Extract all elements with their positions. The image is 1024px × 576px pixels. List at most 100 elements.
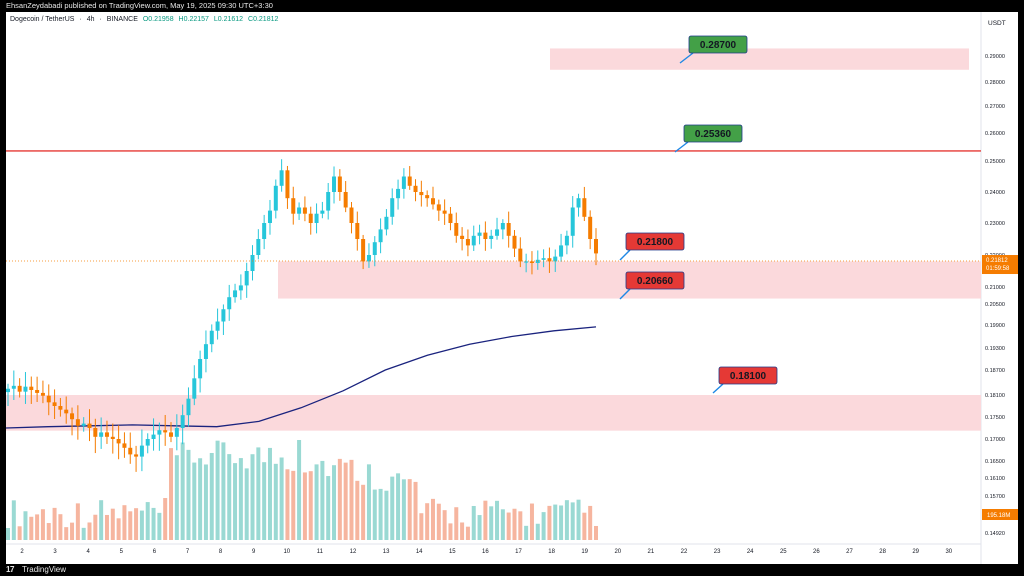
candle-body xyxy=(227,297,232,310)
volume-bar xyxy=(11,500,16,540)
price-tick-label: 0.17000 xyxy=(985,437,1005,443)
current-price-badge xyxy=(982,255,1018,275)
candle-body xyxy=(297,207,302,214)
candle-body xyxy=(87,423,92,428)
time-tick-label: 28 xyxy=(879,549,886,555)
publish-header: EhsanZeydabadi published on TradingView.… xyxy=(0,0,1024,12)
time-tick-label: 16 xyxy=(482,549,489,555)
volume-bar xyxy=(407,479,412,540)
candle-body xyxy=(233,290,238,298)
volume-bar xyxy=(471,505,476,540)
time-tick-label: 6 xyxy=(153,549,157,555)
volume-badge xyxy=(982,509,1018,520)
price-tick-label: 0.18700 xyxy=(985,368,1005,374)
volume-bar xyxy=(495,500,500,540)
candle-body xyxy=(267,210,272,223)
volume-bar xyxy=(361,484,366,540)
volume-bar xyxy=(46,523,51,540)
volume-bar xyxy=(151,507,156,540)
candle-body xyxy=(52,402,57,406)
volume-bar xyxy=(221,442,226,540)
label-0-18100-pointer xyxy=(712,383,724,394)
symbol-name: Dogecoin / TetherUS xyxy=(10,16,75,23)
candle-body xyxy=(203,344,208,359)
candle-body xyxy=(425,195,430,199)
volume-bar xyxy=(535,523,540,540)
price-tick-label: 0.19900 xyxy=(985,323,1005,329)
candle-body xyxy=(320,210,325,214)
volume-bar xyxy=(40,509,45,540)
tradingview-logo-icon[interactable]: 17 xyxy=(6,565,14,574)
volume-bar xyxy=(227,454,232,540)
candle-body xyxy=(419,192,424,196)
candle-body xyxy=(343,192,348,208)
volume-bar xyxy=(314,464,319,540)
time-tick-label: 30 xyxy=(945,549,952,555)
volume-bar xyxy=(594,525,598,540)
volume-bar xyxy=(180,442,185,540)
candle-body xyxy=(378,229,383,243)
volume-bar xyxy=(489,506,494,540)
candle-body xyxy=(291,198,296,214)
candle-body xyxy=(64,409,69,414)
candle-body xyxy=(349,207,354,223)
chart-panel[interactable]: USDT 0.29000 0.28000 0.27000 0.26000 0.25000 0… xyxy=(6,12,1018,564)
volume-bar xyxy=(291,470,296,540)
volume-bar xyxy=(250,454,255,540)
volume-bar xyxy=(285,469,290,540)
candle-body xyxy=(401,176,406,189)
volume-bar xyxy=(483,500,488,540)
candle-body xyxy=(430,198,435,205)
label-0-18100-text: 0.18100 xyxy=(730,371,767,382)
countdown-timer: 01:59:58 xyxy=(986,266,1010,272)
volume-bar xyxy=(233,463,238,540)
candle-body xyxy=(326,192,331,211)
candle-body xyxy=(134,454,139,457)
volume-bar xyxy=(262,462,267,540)
volume-bar xyxy=(564,500,569,540)
candle-body xyxy=(448,213,453,223)
volume-bar xyxy=(582,512,587,540)
candle-body xyxy=(314,213,319,223)
volume-bar xyxy=(425,503,430,540)
volume-bar xyxy=(541,512,546,540)
candle-body xyxy=(471,235,476,246)
time-tick-label: 13 xyxy=(383,549,390,555)
volume-bar xyxy=(23,511,28,540)
candle-body xyxy=(442,210,447,214)
volume-bar xyxy=(52,507,57,540)
volume-bar xyxy=(209,452,214,540)
volume-bar xyxy=(349,459,354,540)
candle-body xyxy=(221,309,226,322)
interval[interactable]: 4h xyxy=(86,16,95,23)
label-0-18100-box xyxy=(718,366,778,385)
time-tick-label: 12 xyxy=(350,549,357,555)
price-chart[interactable]: USDT 0.29000 0.28000 0.27000 0.26000 0.25000 0… xyxy=(6,12,1018,564)
candle-body xyxy=(390,198,395,217)
candle-body xyxy=(157,430,162,435)
candle-body xyxy=(116,439,121,444)
price-tick-label: 0.28000 xyxy=(985,80,1005,86)
candle-body xyxy=(582,198,587,217)
candle-body xyxy=(163,430,168,433)
volume-bar xyxy=(337,458,342,540)
candle-body xyxy=(70,413,75,420)
volume-bar xyxy=(267,447,272,540)
time-tick-label: 18 xyxy=(548,549,555,555)
candle-body xyxy=(361,239,366,262)
candle-body xyxy=(483,232,488,239)
time-tick-label: 9 xyxy=(252,549,256,555)
candle-body xyxy=(366,255,371,262)
candle-body xyxy=(192,378,197,399)
volume-bar xyxy=(99,500,104,540)
price-tick-label: 0.20500 xyxy=(985,302,1005,308)
volume-bar xyxy=(343,462,348,540)
volume-bar xyxy=(430,498,435,540)
volume-bar xyxy=(477,515,482,540)
support-zone-lower xyxy=(6,395,981,431)
time-tick-label: 4 xyxy=(87,549,91,555)
candle-body xyxy=(250,255,255,271)
price-tick-label: 0.17500 xyxy=(985,415,1005,421)
time-tick-label: 22 xyxy=(681,549,688,555)
candle-body xyxy=(337,176,342,192)
